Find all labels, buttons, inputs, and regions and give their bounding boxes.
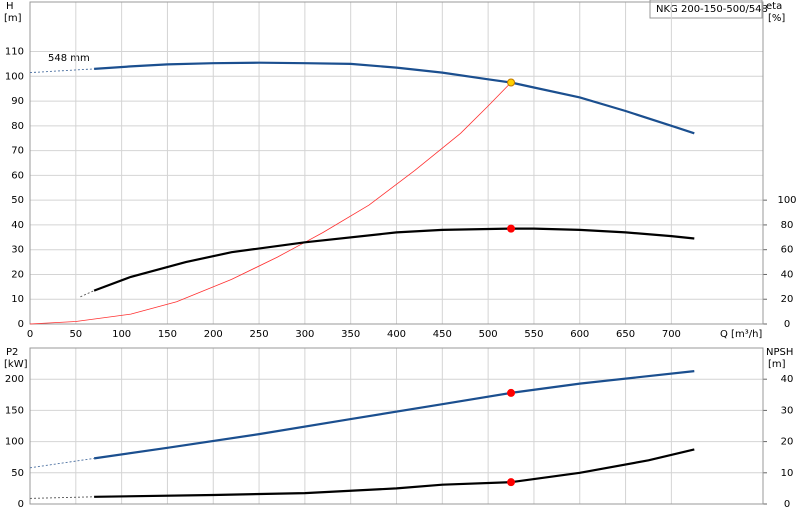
y-tick-label: 60 (11, 170, 24, 181)
y2-tick-label: 20 (781, 437, 794, 448)
x-axis-label: Q [m³/h] (720, 329, 762, 340)
x-tick-label: 300 (295, 329, 314, 340)
y2-tick-label: 30 (781, 405, 794, 416)
curve (29, 68, 95, 74)
y-axis-unit: [m] (4, 13, 22, 24)
y-tick-label: 50 (11, 195, 24, 206)
x-tick-label: 650 (616, 329, 635, 340)
y-tick-label: 200 (5, 374, 24, 385)
y2-axis-label: eta (766, 1, 782, 12)
y-tick-label: 100 (5, 71, 24, 82)
plot-frame (29, 1, 764, 325)
y2-tick-label: 60 (781, 245, 794, 256)
y-tick-label: 90 (11, 96, 24, 107)
curve (29, 496, 95, 499)
y2-tick-label: 0 (784, 319, 790, 330)
label-box (649, 0, 763, 19)
y-tick-label: 100 (5, 437, 24, 448)
y-tick-label: 10 (11, 294, 24, 305)
y2-tick-label: 80 (781, 220, 794, 231)
x-tick-label: 700 (662, 329, 681, 340)
y-tick-label: 40 (11, 220, 24, 231)
y-axis-label: H (6, 1, 14, 12)
y-tick-label: 0 (18, 499, 24, 510)
x-tick-label: 600 (570, 329, 589, 340)
duty-point (507, 478, 516, 487)
y2-tick-label: 40 (781, 374, 794, 385)
x-tick-label: 550 (524, 329, 543, 340)
y2-axis-unit: [m] (768, 359, 786, 370)
curve (93, 370, 695, 460)
y-tick-label: 70 (11, 146, 24, 157)
curve (93, 227, 695, 292)
x-tick-label: 200 (204, 329, 223, 340)
x-tick-label: 400 (387, 329, 406, 340)
y2-tick-label: 100 (777, 195, 796, 206)
chart-label: NKG 200-150-500/548 (656, 4, 768, 15)
y2-axis-unit: [%] (768, 13, 785, 24)
x-tick-label: 50 (69, 329, 82, 340)
duty-point (507, 78, 516, 87)
y-tick-label: 20 (11, 269, 24, 280)
y2-tick-label: 40 (781, 269, 794, 280)
x-tick-label: 450 (433, 329, 452, 340)
x-tick-label: 150 (158, 329, 177, 340)
y-tick-label: 110 (5, 47, 24, 58)
x-tick-label: 250 (250, 329, 269, 340)
y-axis-label: P2 (6, 347, 18, 358)
y-tick-label: 50 (11, 468, 24, 479)
plot-frame (29, 347, 764, 505)
x-tick-label: 350 (341, 329, 360, 340)
x-tick-label: 0 (27, 329, 33, 340)
x-tick-label: 500 (479, 329, 498, 340)
x-tick-label: 100 (112, 329, 131, 340)
y-tick-label: 150 (5, 405, 24, 416)
duty-point (507, 224, 516, 233)
y2-tick-label: 20 (781, 294, 794, 305)
curve (94, 61, 695, 135)
duty-point (507, 388, 516, 397)
y-tick-label: 80 (11, 121, 24, 132)
curve (94, 448, 695, 498)
annotation: 548 mm (48, 53, 90, 64)
y2-tick-label: 10 (781, 468, 794, 479)
y-tick-label: 0 (18, 319, 24, 330)
y-axis-unit: [kW] (4, 359, 28, 370)
curve (29, 457, 95, 469)
y2-axis-label: NPSH (766, 347, 793, 358)
curve (80, 290, 95, 298)
y2-tick-label: 0 (784, 499, 790, 510)
y-tick-label: 30 (11, 245, 24, 256)
